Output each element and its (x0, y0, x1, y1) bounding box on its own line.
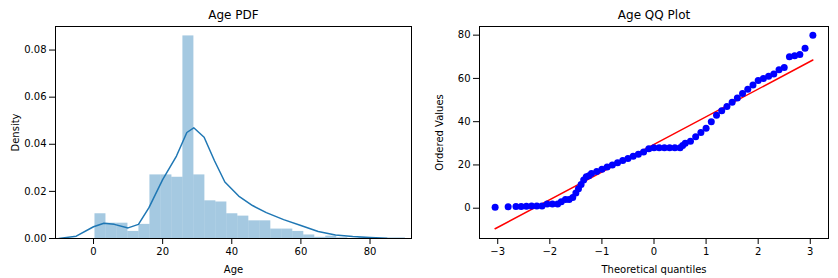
svg-text:Age QQ Plot: Age QQ Plot (618, 8, 691, 22)
svg-text:Age: Age (224, 264, 243, 275)
svg-text:0.00: 0.00 (24, 233, 46, 244)
svg-text:0.06: 0.06 (24, 91, 46, 102)
svg-text:80: 80 (458, 29, 471, 40)
svg-text:Theoretical quantiles: Theoretical quantiles (600, 264, 706, 275)
svg-text:3: 3 (807, 246, 813, 257)
svg-text:0: 0 (90, 246, 96, 257)
svg-text:Age PDF: Age PDF (208, 8, 259, 22)
svg-text:0.02: 0.02 (24, 186, 46, 197)
svg-text:0: 0 (651, 246, 657, 257)
svg-text:Ordered Values: Ordered Values (434, 94, 445, 171)
svg-text:20: 20 (458, 159, 471, 170)
svg-text:0: 0 (464, 202, 470, 213)
svg-text:60: 60 (458, 73, 471, 84)
svg-text:0.04: 0.04 (24, 138, 46, 149)
svg-text:0.08: 0.08 (24, 44, 46, 55)
svg-text:−2: −2 (542, 246, 557, 257)
svg-text:40: 40 (225, 246, 238, 257)
svg-text:2: 2 (755, 246, 761, 257)
svg-text:1: 1 (703, 246, 709, 257)
svg-text:−1: −1 (595, 246, 610, 257)
svg-text:80: 80 (364, 246, 377, 257)
svg-text:20: 20 (156, 246, 169, 257)
svg-text:60: 60 (295, 246, 308, 257)
svg-text:Density: Density (10, 113, 21, 151)
svg-text:40: 40 (458, 116, 471, 127)
svg-text:−3: −3 (490, 246, 505, 257)
